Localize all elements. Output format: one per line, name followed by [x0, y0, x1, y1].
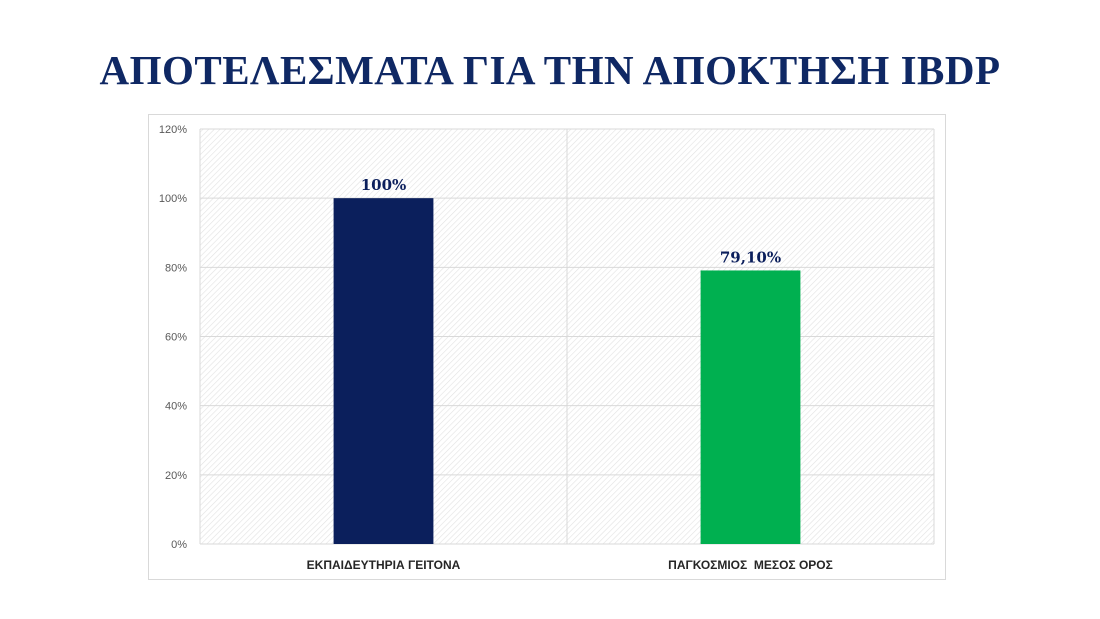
y-tick-label: 60% — [165, 332, 187, 344]
gridlines — [199, 128, 935, 545]
chart-frame: 0% 20% 40% 60% 80% 100% 120% 100% 79,10% ΕΚΠΑΙΔ… — [148, 114, 946, 580]
category-label-2: ΠΑΓΚΟΣΜΙΟΣ ΜΕΣΟΣ ΟΡΟΣ — [668, 558, 833, 572]
y-tick-label: 100% — [159, 193, 187, 205]
y-axis-ticks: 0% 20% 40% 60% 80% 100% 120% — [159, 124, 187, 551]
bar-2 — [700, 270, 801, 544]
bars — [333, 198, 801, 544]
x-axis-categories: ΕΚΠΑΙΔΕΥΤΗΡΙΑ ΓΕΙΤΟΝΑ ΠΑΓΚΟΣΜΙΟΣ ΜΕΣΟΣ ΟΡ… — [307, 558, 833, 572]
y-tick-label: 20% — [165, 470, 187, 482]
category-label-1: ΕΚΠΑΙΔΕΥΤΗΡΙΑ ΓΕΙΤΟΝΑ — [307, 558, 461, 572]
y-tick-label: 80% — [165, 262, 187, 274]
data-labels: 100% 79,10% — [361, 176, 781, 266]
y-tick-label: 120% — [159, 124, 187, 136]
data-label-1: 100% — [361, 176, 407, 194]
bar-1 — [333, 198, 434, 544]
bar-chart: 0% 20% 40% 60% 80% 100% 120% 100% 79,10% ΕΚΠΑΙΔ… — [159, 124, 935, 572]
y-tick-label: 0% — [171, 539, 187, 551]
y-tick-label: 40% — [165, 401, 187, 413]
data-label-2: 79,10% — [720, 248, 781, 266]
slide-title: ΑΠΟΤΕΛΕΣΜΑΤΑ ΓΙΑ ΤΗΝ ΑΠΟΚΤΗΣΗ IBDP — [99, 47, 1001, 93]
